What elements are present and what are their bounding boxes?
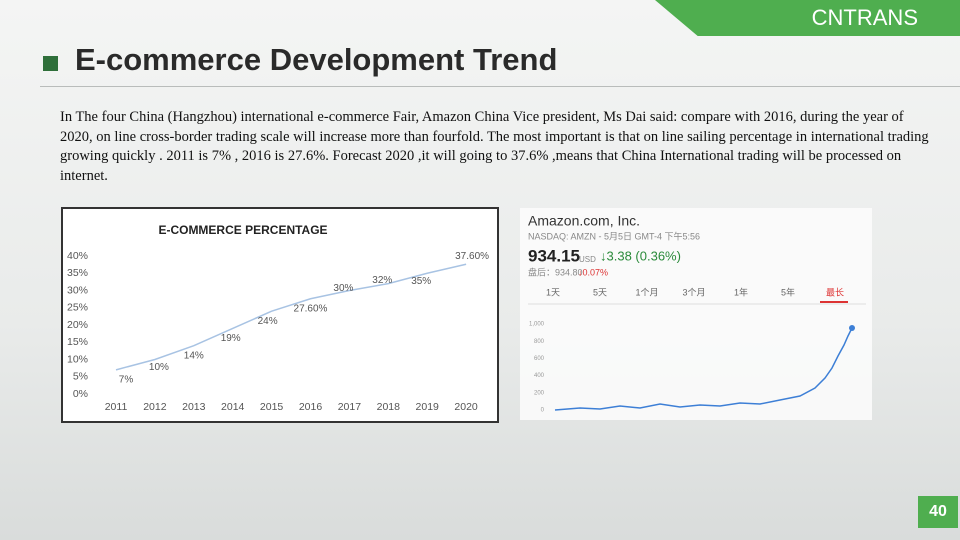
data-label: 37.60% xyxy=(455,251,489,262)
x-tick-label: 2014 xyxy=(221,401,245,413)
stock-tab: 1年 xyxy=(734,286,748,297)
after-hours: 盘后：934.80 xyxy=(528,266,583,277)
stock-tab: 1个月 xyxy=(635,287,658,297)
y-tick-label: 20% xyxy=(67,319,88,331)
y-tick-label: 35% xyxy=(67,267,88,279)
y-tick-label: 10% xyxy=(67,353,88,365)
stock-tab: 5年 xyxy=(781,286,795,297)
stock-endpoint xyxy=(849,325,855,331)
y-tick-label: 25% xyxy=(67,302,88,314)
stock-tab: 5天 xyxy=(593,287,607,297)
data-label: 30% xyxy=(333,283,353,294)
chart-frame xyxy=(61,207,499,423)
divider xyxy=(40,86,960,87)
series-line xyxy=(115,263,467,371)
chart-title: E-COMMERCE PERCENTAGE xyxy=(158,223,327,237)
stock-y-label: 1,000 xyxy=(529,322,545,328)
x-tick-label: 2015 xyxy=(260,401,284,413)
page-number: 40 xyxy=(918,496,958,528)
data-label: 32% xyxy=(372,275,392,286)
x-tick-label: 2019 xyxy=(416,401,440,413)
x-tick-label: 2011 xyxy=(105,401,128,413)
stock-tab: 1天 xyxy=(546,287,560,297)
stock-currency: USD xyxy=(579,255,596,264)
data-label: 10% xyxy=(149,362,169,373)
stock-company: Amazon.com, Inc. xyxy=(528,213,640,229)
after-change: ↓0.07% xyxy=(578,267,608,277)
y-tick-label: 0% xyxy=(73,388,88,400)
stock-y-label: 0 xyxy=(541,408,545,414)
brand-banner: CNTRANS xyxy=(655,0,960,36)
y-tick-label: 5% xyxy=(73,371,88,383)
stock-y-label: 200 xyxy=(534,390,545,396)
stock-y-label: 400 xyxy=(534,373,545,379)
x-tick-label: 2018 xyxy=(377,401,401,413)
slide-title: E-commerce Development Trend xyxy=(75,42,558,77)
x-tick-label: 2017 xyxy=(338,401,362,413)
data-label: 35% xyxy=(411,276,431,287)
stock-y-label: 800 xyxy=(534,339,545,345)
data-label: 24% xyxy=(258,316,278,327)
stock-ticker: NASDAQ: AMZN - 5月5日 GMT-4 下午5:56 xyxy=(528,230,700,241)
x-tick-label: 2020 xyxy=(454,401,478,413)
title-marker xyxy=(43,56,58,71)
data-label: 7% xyxy=(119,374,134,385)
y-tick-label: 40% xyxy=(67,250,88,262)
data-label: 27.60% xyxy=(294,303,328,314)
stock-y-label: 600 xyxy=(534,356,545,362)
stock-line xyxy=(554,327,853,411)
stock-tab: 最长 xyxy=(826,286,844,297)
stock-panel xyxy=(520,208,872,420)
body-text: In The four China (Hangzhou) internation… xyxy=(60,109,929,184)
y-tick-label: 15% xyxy=(67,336,88,348)
stock-tab: 3个月 xyxy=(682,287,705,297)
data-label: 14% xyxy=(184,350,204,361)
y-tick-label: 30% xyxy=(67,284,88,296)
data-label: 19% xyxy=(221,333,241,344)
x-tick-label: 2012 xyxy=(143,401,167,413)
stock-price: 934.15 xyxy=(528,246,580,265)
stock-change: ↓3.38 (0.36%) xyxy=(600,248,681,263)
x-tick-label: 2013 xyxy=(182,401,206,413)
x-tick-label: 2016 xyxy=(299,401,323,413)
